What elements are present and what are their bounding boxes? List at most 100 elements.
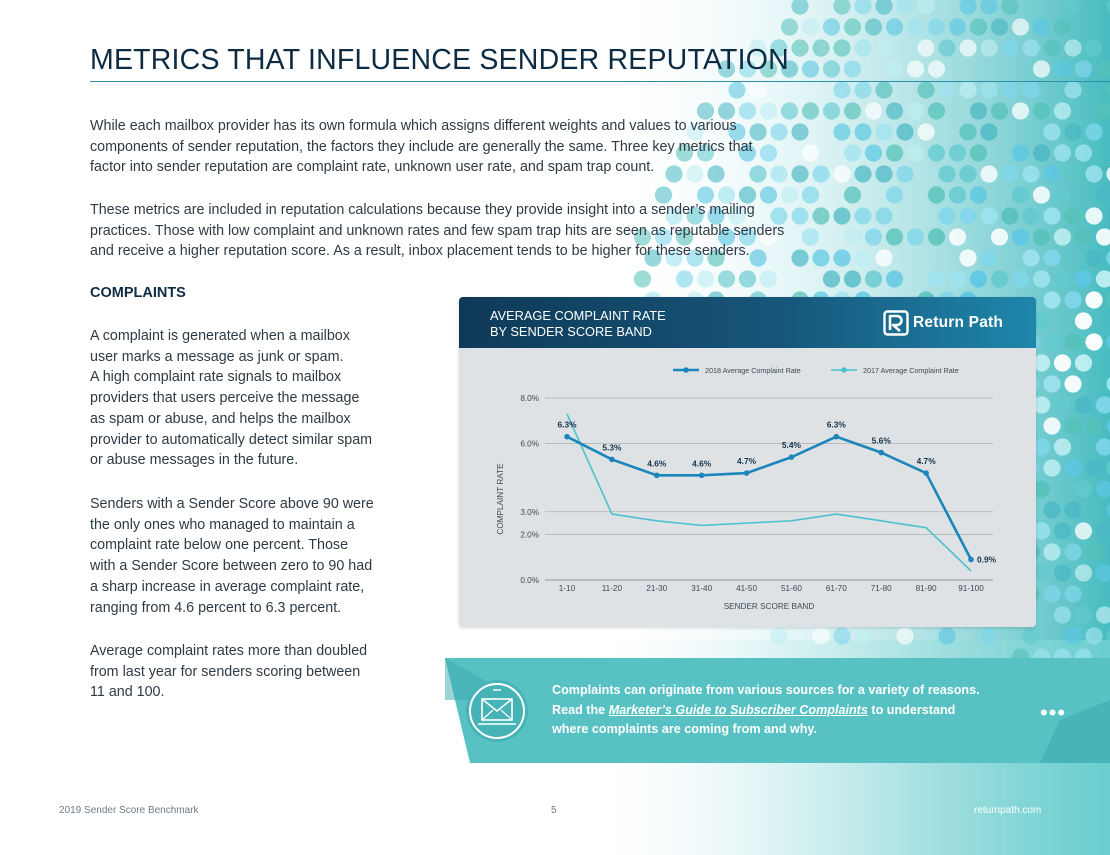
decorative-dot (875, 0, 893, 15)
decorative-dot (1085, 417, 1103, 435)
chart-title: AVERAGE COMPLAINT RATE BY SENDER SCORE B… (490, 308, 666, 339)
intro-paragraph-2: These metrics are included in reputation… (90, 200, 784, 262)
data-point-2018 (968, 556, 974, 563)
decorative-dot (1085, 39, 1103, 57)
data-point-2018 (923, 470, 929, 476)
decorative-dot (1095, 228, 1110, 246)
decorative-dot (833, 81, 851, 99)
text-line: as spam or abuse, and helps the mailbox (90, 410, 351, 427)
decorative-dot (938, 627, 956, 645)
decorative-dot (1106, 713, 1110, 727)
decorative-dot (1001, 39, 1019, 57)
decorative-dot (854, 249, 872, 267)
decorative-dot (948, 228, 967, 246)
decorative-dot (927, 60, 946, 78)
decorative-dot (801, 102, 820, 120)
text-line: or abuse messages in the future. (90, 452, 299, 469)
text-line: with a Sender Score between zero to 90 h… (90, 558, 373, 575)
decorative-dot (917, 39, 935, 57)
series-line-2018 (566, 435, 973, 561)
decorative-dot (728, 81, 746, 99)
decorative-dot (1043, 333, 1061, 351)
decorative-dot (969, 18, 988, 36)
decorative-dot (1022, 249, 1040, 267)
decorative-dot (822, 18, 841, 36)
data-point-2018 (698, 472, 705, 479)
decorative-dot (1095, 522, 1110, 540)
decorative-dot (1106, 0, 1110, 13)
decorative-dot (864, 144, 883, 162)
data-point-2018 (788, 454, 795, 460)
chart-title-line: AVERAGE COMPLAINT RATE (490, 308, 666, 323)
decorative-dot (980, 81, 998, 99)
decorative-dot (885, 186, 904, 204)
decorative-dot (980, 249, 998, 267)
x-tick-label: 91-100 (958, 584, 984, 593)
decorative-dot (1001, 81, 1019, 99)
decorative-dot (1032, 60, 1051, 78)
decorative-dot (770, 165, 788, 183)
text-line: user marks a message as junk or spam. (90, 348, 344, 365)
decorative-dot (1043, 249, 1061, 267)
data-label-2018: 4.6% (692, 458, 712, 468)
decorative-dot (1043, 459, 1061, 477)
decorative-dot (1032, 18, 1051, 36)
decorative-dot (1064, 501, 1082, 519)
decorative-dot (1074, 732, 1093, 750)
decorative-dot (1064, 123, 1082, 141)
decorative-dot (1064, 207, 1082, 225)
decorative-dot (1011, 648, 1030, 666)
decorative-dot (780, 18, 799, 36)
subscriber-complaints-guide-link[interactable]: Marketer’s Guide to Subscriber Complaint… (608, 702, 868, 717)
data-label-2018: 5.6% (872, 436, 892, 446)
decorative-dot (864, 270, 883, 288)
data-label-2018: 4.7% (917, 456, 937, 466)
decorative-dot (801, 18, 820, 36)
decorative-dot (864, 18, 883, 36)
decorative-dot (1043, 123, 1061, 141)
footer-report-title: 2019 Sender Score Benchmark (59, 805, 199, 816)
decorative-dot (875, 123, 893, 141)
decorative-dot (812, 627, 830, 645)
text-line: complaint rate below one percent. Those (90, 537, 349, 554)
decorative-dot (927, 186, 946, 204)
decorative-dot (1053, 396, 1072, 414)
decorative-dot (1022, 669, 1040, 687)
decorative-dot (759, 102, 778, 120)
decorative-dot (885, 144, 904, 162)
legend-marker-2018 (683, 367, 689, 373)
decorative-dot (1053, 60, 1072, 78)
decorative-dot (980, 0, 998, 15)
decorative-dot (801, 228, 820, 246)
y-tick-label: 2.0% (520, 531, 539, 540)
decorative-dot (1106, 167, 1110, 181)
x-tick-label: 41-50 (736, 584, 757, 593)
decorative-dot (854, 207, 872, 225)
decorative-dot (1022, 165, 1040, 183)
decorative-dot (896, 123, 914, 141)
y-axis-label: COMPLAINT RATE (496, 463, 505, 535)
return-path-logo: Return Path (883, 310, 1003, 336)
decorative-dot (959, 81, 977, 99)
decorative-dot (1064, 375, 1082, 393)
decorative-dot (1053, 606, 1072, 624)
decorative-dot (1001, 207, 1019, 225)
decorative-dot (990, 102, 1009, 120)
decorative-dot (927, 18, 946, 36)
decorative-dot (1095, 564, 1110, 582)
decorative-dot (917, 81, 935, 99)
decorative-dot (833, 207, 851, 225)
decorative-dot (1106, 587, 1110, 601)
title-divider (90, 81, 1110, 82)
page-title: METRICS THAT INFLUENCE SENDER REPUTATION (90, 44, 789, 76)
text-line: components of sender reputation, the fac… (90, 138, 753, 155)
decorative-dot (1032, 228, 1051, 246)
decorative-dot (1085, 459, 1103, 477)
decorative-dot (759, 270, 778, 288)
decorative-dot (1095, 606, 1110, 624)
decorative-dot (1074, 354, 1093, 372)
decorative-dot (1032, 102, 1051, 120)
decorative-dot (1106, 503, 1110, 517)
decorative-dot (696, 270, 715, 288)
decorative-dot (833, 123, 851, 141)
